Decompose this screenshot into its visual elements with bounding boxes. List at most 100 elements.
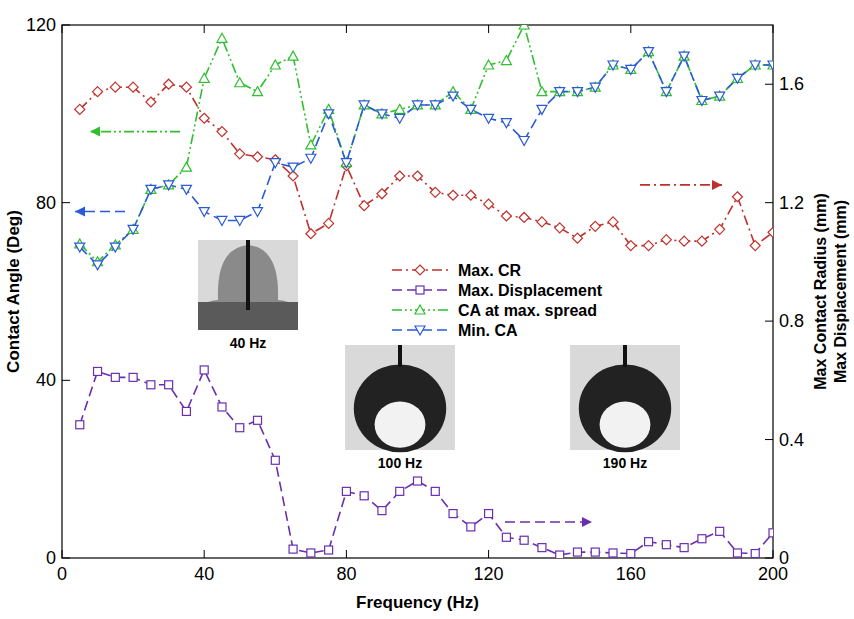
data-point — [661, 88, 671, 97]
arrow-line — [505, 521, 592, 523]
data-point — [324, 218, 334, 228]
x-tick-label: 120 — [474, 564, 504, 584]
legend-label: Min. CA — [458, 322, 518, 339]
droplet — [354, 365, 446, 453]
data-point — [413, 101, 423, 110]
y-tick-label: 40 — [36, 370, 56, 390]
data-point — [253, 152, 263, 162]
data-point — [271, 456, 279, 464]
data-point — [430, 101, 440, 110]
data-point — [147, 381, 155, 389]
data-point — [484, 114, 494, 123]
legend-marker — [415, 305, 425, 314]
data-point — [644, 47, 654, 56]
data-point — [680, 544, 688, 552]
data-point — [164, 180, 174, 189]
y2-tick-label: 1.6 — [779, 74, 804, 94]
droplet — [579, 365, 671, 453]
data-point — [484, 199, 494, 209]
data-point — [270, 60, 280, 69]
data-point — [627, 550, 635, 558]
x-tick — [630, 25, 631, 33]
x-tick — [488, 25, 489, 33]
data-point — [608, 217, 618, 227]
needle — [623, 345, 627, 367]
data-point — [608, 60, 618, 69]
needle — [246, 240, 250, 310]
data-point — [253, 208, 263, 217]
data-point — [111, 373, 119, 381]
droplet-highlight — [375, 401, 426, 447]
axis-arrow — [640, 180, 722, 190]
y-tick-label: 80 — [36, 193, 56, 213]
x-tick — [346, 25, 347, 33]
data-point — [395, 104, 405, 113]
y-tick — [62, 25, 70, 26]
data-point — [341, 158, 351, 167]
arrow-line — [90, 131, 180, 133]
data-point — [501, 211, 511, 221]
axis-arrow — [90, 127, 180, 137]
data-point — [254, 416, 262, 424]
data-point — [679, 52, 689, 61]
data-point — [129, 373, 137, 381]
data-point — [697, 97, 707, 106]
data-point — [377, 109, 387, 118]
data-point — [466, 104, 476, 113]
data-point — [218, 403, 226, 411]
data-point — [501, 56, 511, 65]
legend-marker — [415, 265, 425, 275]
legend-label: Max. CR — [458, 262, 522, 279]
legend-label: CA at max. spread — [458, 302, 597, 319]
data-point — [715, 224, 725, 234]
needle — [398, 345, 402, 367]
data-point — [697, 236, 707, 246]
data-point — [200, 366, 208, 374]
data-point — [164, 79, 174, 89]
legend-label: Max. Displacement — [458, 282, 603, 299]
data-point — [768, 61, 773, 70]
data-point — [164, 181, 174, 190]
data-point — [93, 87, 103, 97]
legend-marker — [415, 326, 425, 335]
data-point — [609, 549, 617, 557]
data-point — [608, 61, 618, 70]
data-point — [466, 105, 476, 114]
inset-photo — [345, 345, 455, 452]
data-point — [75, 104, 85, 114]
y-tick-label: 0 — [46, 548, 56, 568]
inset-photo — [570, 345, 680, 452]
data-point — [448, 190, 458, 200]
data-point — [519, 136, 529, 145]
x-tick-label: 40 — [194, 564, 214, 584]
data-point — [217, 33, 227, 42]
data-point — [289, 545, 297, 553]
data-point — [572, 233, 582, 243]
data-point — [750, 61, 760, 70]
data-point — [626, 64, 636, 73]
data-point — [679, 51, 689, 60]
y2-tick-label: 1.2 — [779, 193, 804, 213]
data-point — [307, 549, 315, 557]
data-point — [430, 187, 440, 197]
data-point — [715, 91, 725, 100]
data-point — [199, 208, 209, 217]
data-point — [751, 550, 759, 558]
data-point — [590, 83, 600, 92]
y-tick-label: 120 — [26, 15, 56, 35]
data-point — [626, 65, 636, 74]
data-point — [199, 73, 209, 82]
data-point — [590, 82, 600, 91]
data-point — [360, 492, 368, 500]
data-point — [146, 97, 156, 107]
inset-label: 40 Hz — [230, 335, 267, 351]
data-point — [768, 227, 773, 237]
x-tick — [204, 550, 205, 558]
axis-arrow — [75, 207, 125, 217]
data-point — [181, 185, 191, 194]
data-point — [750, 241, 760, 251]
data-point — [732, 74, 742, 83]
data-point — [591, 548, 599, 556]
arrow-head — [90, 127, 100, 137]
data-point — [128, 225, 138, 234]
